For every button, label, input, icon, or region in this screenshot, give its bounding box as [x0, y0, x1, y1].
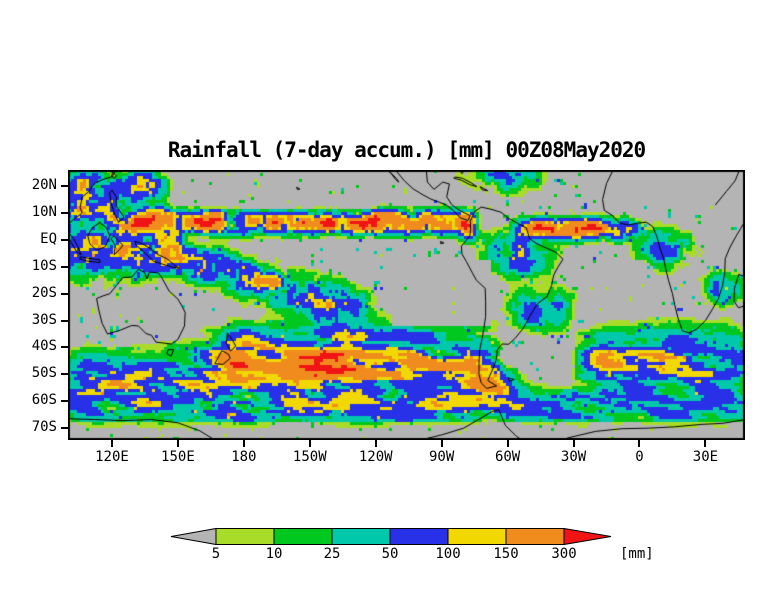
lon-tick-label: 150W [292, 449, 327, 465]
colorbar-segment [273, 528, 333, 545]
lat-tick-mark [61, 238, 68, 241]
lat-tick-label: 60S [31, 392, 57, 409]
colorbar-level-label: 50 [381, 546, 399, 562]
colorbar-segment [505, 528, 565, 545]
lon-tick-mark [308, 440, 311, 447]
map-plot [68, 170, 745, 440]
lat-tick-label: 50S [31, 365, 57, 382]
lat-tick-mark [61, 319, 68, 322]
lon-tick-label: 30W [560, 449, 587, 465]
lon-tick-mark [242, 440, 245, 447]
lat-tick-mark [61, 346, 68, 349]
lon-tick-mark [440, 440, 443, 447]
colorbar-level-label: 150 [493, 546, 519, 562]
lon-tick-mark [374, 440, 377, 447]
lat-tick-mark [61, 400, 68, 403]
lon-tick-mark [506, 440, 509, 447]
lon-tick-label: 90W [429, 449, 455, 465]
lon-tick-label: 30E [692, 449, 719, 465]
lon-tick-label: 120E [95, 449, 129, 465]
lat-tick-label: 30S [31, 311, 57, 328]
lon-tick-label: 120W [358, 449, 393, 465]
colorbar-level-label: 300 [551, 546, 577, 562]
colorbar [169, 527, 613, 547]
lat-tick-mark [61, 212, 68, 215]
lat-tick-label: 10S [31, 257, 57, 274]
colorbar-level-label: 10 [265, 546, 283, 562]
colorbar-unit-label: [mm] [620, 546, 654, 562]
colorbar-level-label: 100 [435, 546, 461, 562]
lat-tick-label: 10N [31, 204, 57, 221]
lat-tick-label: EQ [40, 230, 57, 247]
lon-tick-label: 0 [635, 449, 644, 465]
colorbar-svg [170, 527, 612, 546]
colorbar-level-label: 5 [211, 546, 221, 562]
lon-tick-label: 60W [494, 449, 521, 465]
colorbar-segment [331, 528, 391, 545]
lat-tick-label: 20N [31, 177, 57, 194]
lon-tick-mark [638, 440, 641, 447]
colorbar-segment [389, 528, 449, 545]
lat-tick-label: 20S [31, 284, 57, 301]
chart-title: Rainfall (7-day accum.) [mm] 00Z08May202… [167, 138, 646, 162]
lon-tick-mark [572, 440, 575, 447]
map-canvas [68, 170, 745, 440]
lat-tick-mark [61, 427, 68, 430]
colorbar-level-label: 25 [323, 546, 341, 562]
lon-tick-label: 180 [231, 449, 257, 465]
colorbar-below-arrow [170, 527, 217, 546]
colorbar-segment [215, 528, 275, 545]
lon-tick-mark [110, 440, 113, 447]
colorbar-above-arrow [563, 527, 612, 546]
lat-tick-mark [61, 292, 68, 295]
lat-tick-mark [61, 373, 68, 376]
lat-tick-label: 40S [31, 338, 57, 355]
lat-tick-label: 70S [31, 419, 57, 436]
lon-tick-mark [176, 440, 179, 447]
colorbar-segment [447, 528, 507, 545]
lat-tick-mark [61, 185, 68, 188]
lat-tick-mark [61, 265, 68, 268]
lon-tick-label: 150E [161, 449, 195, 465]
lon-tick-mark [704, 440, 707, 447]
